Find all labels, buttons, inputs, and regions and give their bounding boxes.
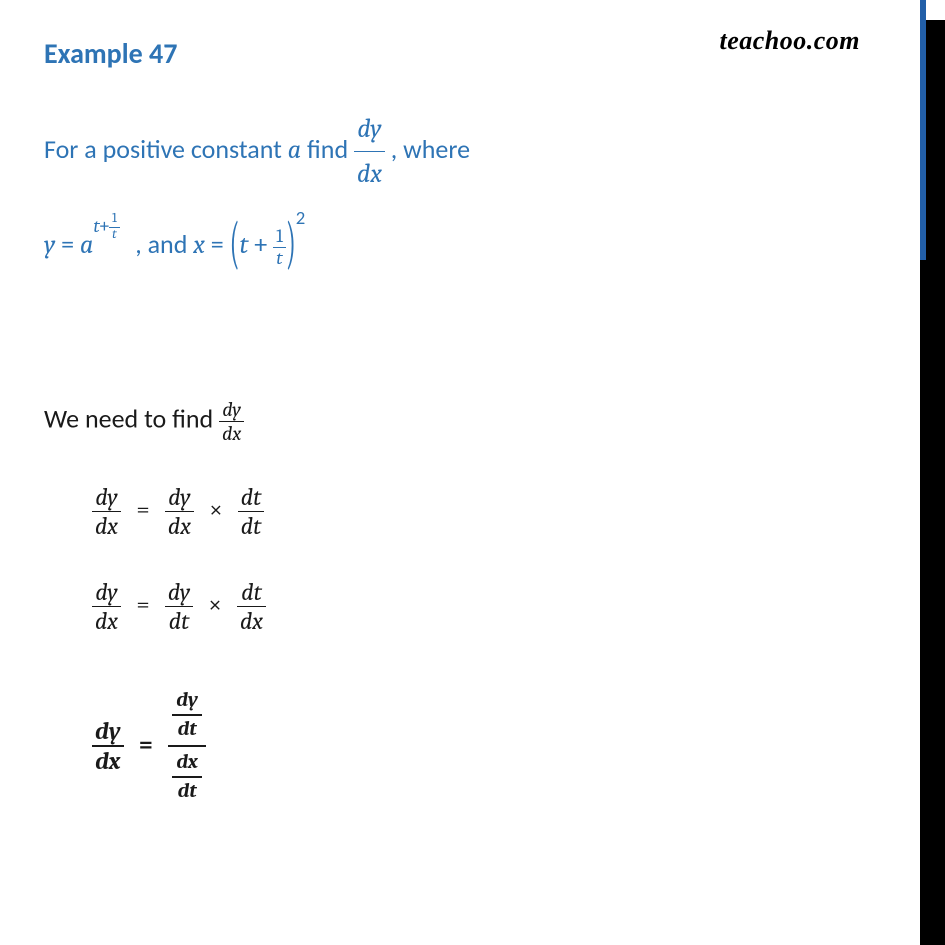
eq3-rhs: dydt dxdt xyxy=(168,685,206,807)
frac-den: dx xyxy=(354,151,385,196)
inner-frac: 1t xyxy=(273,226,286,268)
var-x: x xyxy=(193,230,205,260)
var-a: a xyxy=(288,135,301,165)
eq1-f2: dtdt xyxy=(238,483,264,540)
d: dt xyxy=(165,606,193,635)
d: dt xyxy=(172,776,202,805)
eq2-f2: dtdx xyxy=(237,578,266,635)
eq1-lhs: dydx xyxy=(92,483,121,540)
eq2-eq: = xyxy=(126,590,159,618)
equation-2: dydx = dydt × dtdx xyxy=(92,578,876,635)
d: dx xyxy=(92,745,124,775)
n: dt xyxy=(238,483,264,511)
exp-frac: 1t xyxy=(109,212,120,243)
eq2-f1: dydt xyxy=(165,578,193,635)
d: dx xyxy=(237,606,266,635)
eq3-inner-top: dydt xyxy=(172,687,202,743)
frac-dy-dx: dydx xyxy=(354,107,385,196)
equation-1: dydx = dydx × dtdt xyxy=(92,483,876,540)
paren-group: (t + 1t) 2 xyxy=(230,222,296,268)
site-logo: teachoo.com xyxy=(719,26,860,56)
eq3-lhs: dydx xyxy=(92,717,124,775)
n: dx xyxy=(172,749,202,776)
n: dy xyxy=(165,578,193,606)
n: dy xyxy=(92,483,121,511)
a-power: a t+1t xyxy=(80,222,93,267)
base-a: a xyxy=(80,230,93,260)
var-y: y xyxy=(44,230,55,260)
side-strip xyxy=(920,0,945,945)
text-pre: For a positive constant xyxy=(44,133,288,165)
equals-2: = xyxy=(211,228,230,260)
paren-left: ( xyxy=(230,196,240,293)
intro-den: dx xyxy=(219,421,244,445)
exp-frac-num: 1 xyxy=(109,212,120,227)
exponent: t+1t xyxy=(93,211,120,243)
exp-plus: + xyxy=(100,215,109,238)
d: dx xyxy=(92,511,121,540)
problem-line-2: y = a t+1t , and x = (t + 1t) 2 xyxy=(44,222,876,268)
eq3-inner-bot: dxdt xyxy=(172,749,202,805)
side-blue xyxy=(920,0,926,260)
text-post: , where xyxy=(385,133,470,165)
eq2-lhs: dydx xyxy=(92,578,121,635)
n: dy xyxy=(172,687,202,714)
intro-frac: dydx xyxy=(219,398,244,445)
inner-frac-num: 1 xyxy=(273,226,286,247)
d: dx xyxy=(165,511,194,540)
problem-line-1: For a positive constant a find dydx , wh… xyxy=(44,107,876,196)
d: dt xyxy=(172,714,202,743)
solution-intro: We need to find dydx xyxy=(44,398,876,445)
equation-3: dydx = dydt dxdt xyxy=(92,685,876,807)
n: dt xyxy=(237,578,266,606)
eq3-rhs-num: dydt xyxy=(168,685,206,745)
inner-plus: + xyxy=(248,228,273,260)
eq3-rhs-den: dxdt xyxy=(168,745,206,807)
eq1-f1: dydx xyxy=(165,483,194,540)
inner-frac-den: t xyxy=(273,247,286,269)
exp-frac-den: t xyxy=(109,227,120,243)
eq1-times: × xyxy=(199,495,232,523)
intro-text: We need to find xyxy=(44,403,219,435)
paren-right: ) xyxy=(286,196,296,293)
eq2-times: × xyxy=(198,590,231,618)
n: dy xyxy=(92,717,124,745)
eq1-eq: = xyxy=(126,495,159,523)
problem-statement: For a positive constant a find dydx , wh… xyxy=(44,107,876,268)
intro-num: dy xyxy=(219,398,244,421)
n: dy xyxy=(92,578,121,606)
text-mid: find xyxy=(301,133,354,165)
d: dx xyxy=(92,606,121,635)
equals-1: = xyxy=(61,228,80,260)
eq3-eq: = xyxy=(129,730,163,758)
frac-num: dy xyxy=(354,107,385,151)
n: dy xyxy=(165,483,194,511)
d: dt xyxy=(238,511,264,540)
outer-exp: 2 xyxy=(296,203,305,235)
